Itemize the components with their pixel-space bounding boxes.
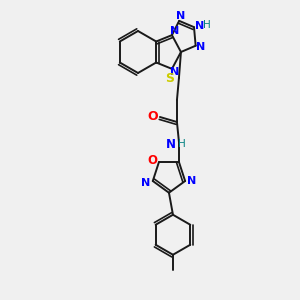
Text: H: H — [178, 139, 186, 149]
Text: N: N — [196, 42, 205, 52]
Text: N: N — [176, 11, 185, 21]
Text: N: N — [188, 176, 197, 186]
Text: O: O — [147, 154, 157, 166]
Text: N: N — [141, 178, 150, 188]
Text: H: H — [203, 20, 211, 30]
Text: S: S — [165, 71, 174, 85]
Text: N: N — [166, 137, 176, 151]
Text: O: O — [148, 110, 158, 122]
Text: N: N — [170, 26, 180, 36]
Text: N: N — [195, 21, 205, 31]
Text: N: N — [170, 67, 180, 77]
